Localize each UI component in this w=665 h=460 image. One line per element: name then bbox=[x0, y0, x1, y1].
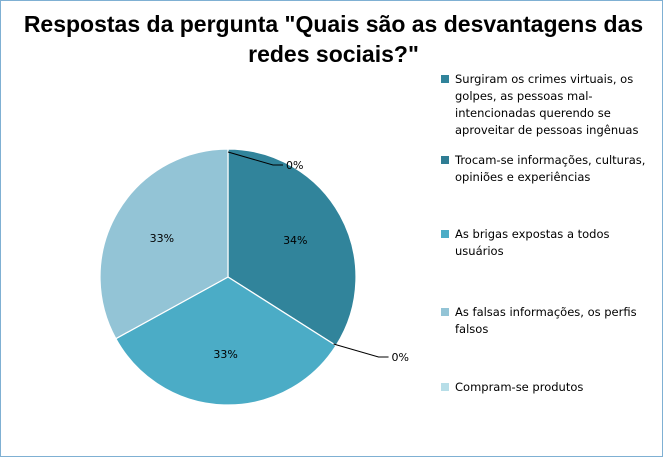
legend-label-5: Compram-se produtos bbox=[455, 380, 584, 394]
legend-swatch-1 bbox=[441, 75, 449, 83]
legend-swatch-4 bbox=[441, 308, 449, 316]
leader-line-5 bbox=[227, 151, 283, 166]
legend-item-4: As falsas informações, os perfis falsos bbox=[441, 304, 656, 338]
chart-title: Respostas da pergunta "Quais são as desv… bbox=[23, 11, 644, 67]
legend-item-5: Compram-se produtos bbox=[441, 379, 656, 396]
legend-label-2: Trocam-se informações, culturas, opiniõe… bbox=[455, 153, 646, 184]
legend-label-4: As falsas informações, os perfis falsos bbox=[455, 305, 637, 336]
leader-line-2 bbox=[333, 343, 389, 358]
legend-swatch-3 bbox=[441, 230, 449, 238]
pie-slice-1 bbox=[227, 148, 357, 347]
slice-label-5: 0% bbox=[286, 159, 303, 172]
slice-label-3: 33% bbox=[213, 348, 237, 361]
slice-label-1: 34% bbox=[283, 234, 307, 247]
slice-label-4: 33% bbox=[150, 232, 174, 245]
legend-item-2: Trocam-se informações, culturas, opiniõe… bbox=[441, 152, 656, 186]
legend-swatch-5 bbox=[441, 383, 449, 391]
legend-swatch-2 bbox=[441, 156, 449, 164]
legend-item-1: Surgiram os crimes virtuais, os golpes, … bbox=[441, 71, 656, 139]
pie-slice-4 bbox=[99, 148, 229, 340]
legend-item-3: As brigas expostas a todos usuários bbox=[441, 226, 656, 260]
legend-label-3: As brigas expostas a todos usuários bbox=[455, 227, 610, 258]
slice-label-2: 0% bbox=[392, 351, 409, 364]
legend-label-1: Surgiram os crimes virtuais, os golpes, … bbox=[455, 72, 639, 137]
